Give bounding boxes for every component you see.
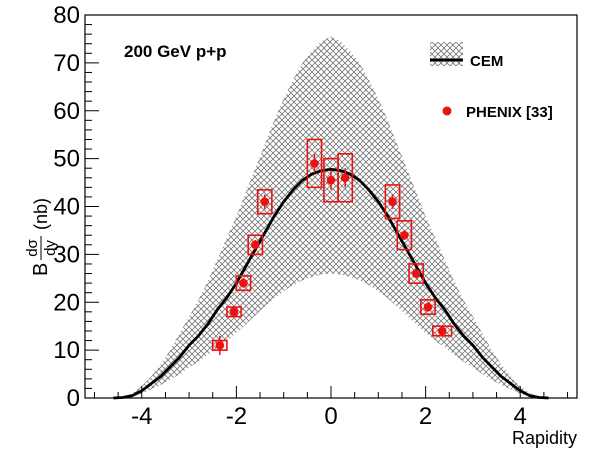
y-tick-label: 50 [53, 146, 80, 173]
syst-box [306, 138, 323, 189]
syst-box [337, 153, 354, 203]
y-tick-label: 80 [53, 2, 80, 29]
y-axis-label: B dσ dy (nb) [24, 198, 59, 276]
y-tick-label: 70 [53, 50, 80, 77]
energy-annotation: 200 GeV p+p [124, 42, 227, 61]
data-marker [251, 240, 260, 250]
data-marker [437, 326, 447, 336]
data-point-4 [256, 188, 273, 215]
x-tick-label: 0 [324, 403, 337, 430]
data-marker [423, 302, 433, 312]
cem-band-area [113, 36, 549, 398]
x-axis-ticks: -4 -2 0 2 4 [93, 386, 569, 430]
data-point-1 [226, 306, 242, 318]
syst-box [256, 188, 273, 215]
data-point-9 [396, 220, 413, 251]
y-axis-label-numerator: dσ [24, 238, 41, 256]
data-point-7 [337, 153, 354, 203]
y-tick-label: 40 [53, 194, 80, 221]
y-axis-label-unit: (nb) [31, 198, 51, 230]
syst-box [396, 220, 413, 251]
data-marker [340, 173, 350, 183]
data-marker [239, 278, 248, 288]
data-marker [260, 197, 270, 207]
data-point-3 [247, 234, 264, 256]
y-tick-label: 10 [53, 337, 80, 364]
syst-box [408, 263, 425, 284]
y-tick-label: 60 [53, 98, 80, 125]
legend-cem-label: CEM [470, 53, 503, 70]
syst-box [420, 299, 436, 316]
y-axis-ticks: 0 10 20 30 40 50 60 70 80 [53, 2, 99, 412]
data-point-0 [211, 335, 228, 355]
data-point-10 [408, 263, 425, 284]
data-point-2 [235, 275, 252, 292]
data-marker [388, 197, 397, 207]
x-tick-label: 2 [419, 403, 432, 430]
data-marker [229, 307, 239, 317]
data-point-5 [306, 138, 323, 189]
legend: CEM PHENIX [33] [430, 42, 553, 121]
cem-curve-line [113, 167, 549, 400]
data-marker [215, 341, 225, 350]
data-point-11 [420, 299, 436, 316]
x-tick-label: 4 [514, 403, 527, 430]
x-axis-label: Rapidity [512, 428, 577, 448]
y-tick-label: 20 [53, 289, 80, 316]
y-tick-label: 30 [53, 241, 80, 268]
syst-box [247, 234, 264, 256]
data-marker [310, 159, 319, 168]
syst-box [235, 275, 252, 292]
data-point-8 [384, 184, 401, 220]
y-axis-label-prefix: B [30, 263, 52, 276]
data-marker [326, 175, 336, 185]
legend-band-swatch [430, 42, 463, 66]
syst-box [384, 184, 401, 220]
y-axis-label-denominator: dy [42, 240, 59, 256]
data-point-12 [431, 325, 453, 337]
x-tick-label: -4 [131, 403, 152, 430]
cem-curve [113, 167, 549, 400]
data-marker [400, 230, 409, 240]
phenix-data-points [211, 138, 453, 355]
y-tick-label: 0 [67, 385, 80, 412]
legend-phenix-marker [442, 106, 452, 116]
x-tick-label: -2 [226, 403, 247, 430]
cem-uncertainty-band [113, 36, 549, 398]
legend-phenix-label: PHENIX [33] [466, 104, 553, 121]
data-marker [411, 269, 421, 278]
